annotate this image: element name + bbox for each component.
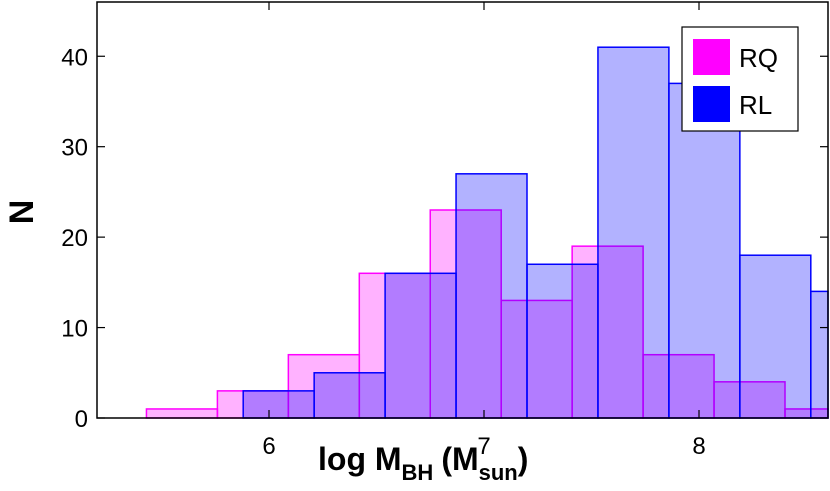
rl-bar-1 bbox=[313, 372, 386, 419]
plot-frame bbox=[96, 1, 829, 419]
rq-bar-8 bbox=[713, 381, 786, 419]
rq-bar-0 bbox=[145, 408, 219, 419]
x-tick-label-8: 8 bbox=[692, 433, 705, 460]
rl-bars bbox=[242, 46, 829, 419]
y-tick-label-0: 0 bbox=[75, 406, 88, 433]
legend-label-rq: RQ bbox=[739, 43, 778, 73]
rq-bars bbox=[145, 209, 829, 419]
rl-bar-6 bbox=[668, 82, 741, 419]
legend-label-rl: RL bbox=[739, 90, 772, 120]
legend: RQ RL bbox=[681, 26, 799, 132]
axis-ticks: 0 10 20 30 40 6 7 8 bbox=[61, 2, 828, 460]
y-tick-label-20: 20 bbox=[61, 225, 88, 252]
x-axis-label-unit-close: ) bbox=[518, 441, 529, 477]
x-tick-label-6: 6 bbox=[262, 433, 275, 460]
x-axis-label-unit-open: (M bbox=[441, 441, 478, 477]
rl-bar-3 bbox=[455, 173, 528, 419]
rl-bar-4 bbox=[526, 263, 599, 419]
rl-bar-5 bbox=[597, 46, 670, 419]
y-tick-label-10: 10 bbox=[61, 316, 88, 343]
y-tick-label-30: 30 bbox=[61, 135, 88, 162]
x-axis-label-unit-sub: sun bbox=[479, 460, 518, 485]
rq-bar-7 bbox=[642, 353, 715, 419]
x-axis-label-sub: BH bbox=[402, 460, 434, 485]
legend-swatch-rq bbox=[693, 39, 730, 75]
rl-bar-8 bbox=[810, 290, 829, 419]
legend-swatch-rl bbox=[693, 86, 730, 122]
x-tick-label-7: 7 bbox=[477, 433, 490, 460]
rl-bar-0 bbox=[242, 390, 315, 419]
rl-bar-7 bbox=[739, 254, 812, 419]
y-tick-label-40: 40 bbox=[61, 44, 88, 71]
x-axis-label: log MBH (Msun) bbox=[318, 441, 528, 485]
y-axis-label: N bbox=[3, 200, 41, 225]
rl-bar-2 bbox=[384, 272, 457, 419]
x-axis-label-main: log M bbox=[318, 441, 402, 477]
